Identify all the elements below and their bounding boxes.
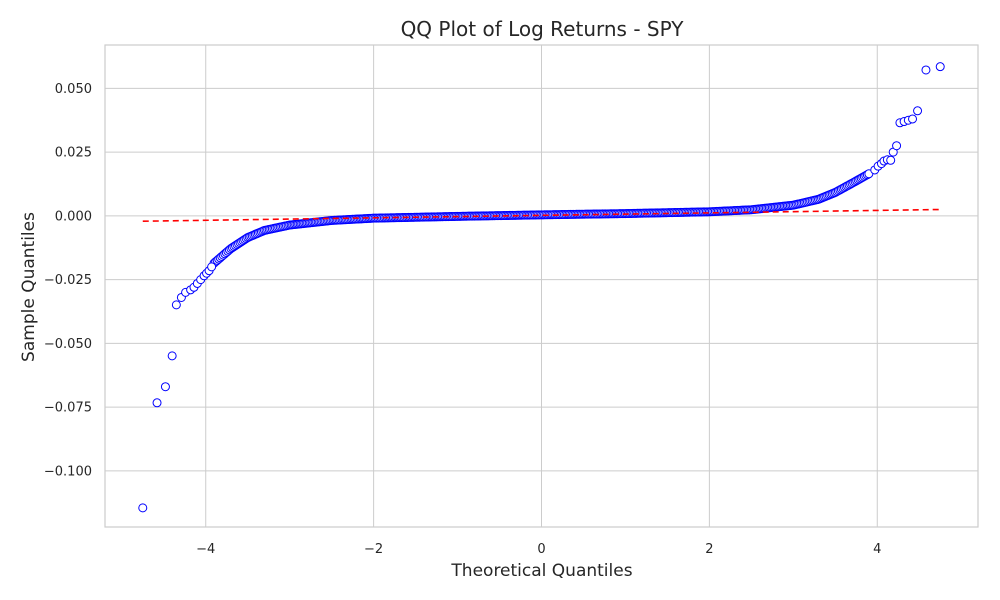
y-tick-labels: −0.100 −0.075 −0.050 −0.025 0.000 0.025 0.050 (44, 82, 92, 480)
plot-frame (104, 44, 979, 528)
y-axis-label: Sample Quantiles (19, 212, 39, 362)
grid-lines (105, 45, 978, 527)
reference-line-group (142, 208, 941, 223)
data-point (207, 262, 217, 272)
y-tick-label: −0.100 (44, 464, 92, 479)
data-point (167, 351, 177, 361)
y-tick-label: −0.050 (44, 337, 92, 352)
x-tick-label: 0 (537, 542, 545, 557)
x-tick-label: −4 (196, 542, 215, 557)
data-point (886, 155, 896, 165)
y-tick-label: −0.075 (44, 401, 92, 416)
chart-title: QQ Plot of Log Returns - SPY (401, 17, 685, 41)
x-axis-label: Theoretical Quantiles (450, 561, 632, 581)
y-tick-label: 0.000 (55, 209, 92, 224)
x-tick-labels: −4 −2 0 2 4 (196, 542, 881, 557)
data-point (921, 65, 931, 75)
data-point (913, 106, 923, 116)
data-point (152, 398, 162, 408)
y-tick-label: 0.050 (55, 82, 92, 97)
reference-line (142, 208, 941, 223)
data-point (171, 300, 181, 310)
data-point (892, 141, 902, 151)
x-tick-label: 2 (705, 542, 713, 557)
data-point (935, 62, 945, 72)
data-point (908, 114, 918, 124)
data-point (160, 382, 170, 392)
data-point (138, 503, 148, 513)
y-tick-label: 0.025 (55, 146, 92, 161)
y-tick-label: −0.025 (44, 273, 92, 288)
x-tick-label: −2 (364, 542, 383, 557)
x-tick-label: 4 (873, 542, 881, 557)
